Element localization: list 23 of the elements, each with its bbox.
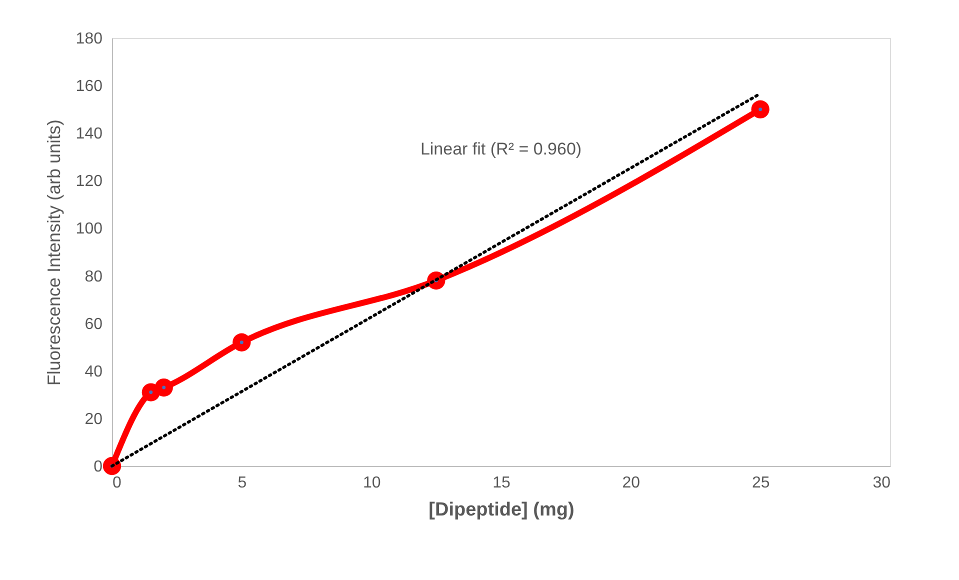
y-tick-label: 40 bbox=[84, 363, 103, 380]
x-tick-label: 15 bbox=[492, 474, 510, 492]
x-tick-label: 10 bbox=[362, 474, 381, 492]
y-tick-label: 180 bbox=[76, 30, 103, 48]
y-tick-label: 80 bbox=[84, 268, 103, 286]
y-tick-label: 20 bbox=[84, 410, 103, 428]
y-tick-label: 100 bbox=[76, 220, 103, 238]
x-axis-title: [Dipeptide] (mg) bbox=[428, 500, 574, 520]
y-tick-label: 140 bbox=[76, 126, 103, 143]
x-tick-label: 30 bbox=[872, 474, 891, 492]
x-tick-label: 5 bbox=[238, 474, 247, 492]
x-tick-label: 25 bbox=[752, 474, 770, 492]
y-tick-label: 0 bbox=[94, 458, 103, 476]
annotation: Linear fit (R² = 0.960) bbox=[420, 139, 582, 158]
y-axis-title: Fluorescence Intensity (arb units) bbox=[44, 119, 64, 386]
x-tick-label: 20 bbox=[622, 474, 640, 492]
x-tick-label: 0 bbox=[112, 474, 122, 492]
point bbox=[751, 100, 770, 118]
point bbox=[232, 333, 251, 352]
y-tick-label: 160 bbox=[76, 78, 103, 96]
point bbox=[154, 378, 173, 397]
y-tick-label: 120 bbox=[76, 173, 103, 190]
y-tick-label: 60 bbox=[84, 316, 103, 333]
